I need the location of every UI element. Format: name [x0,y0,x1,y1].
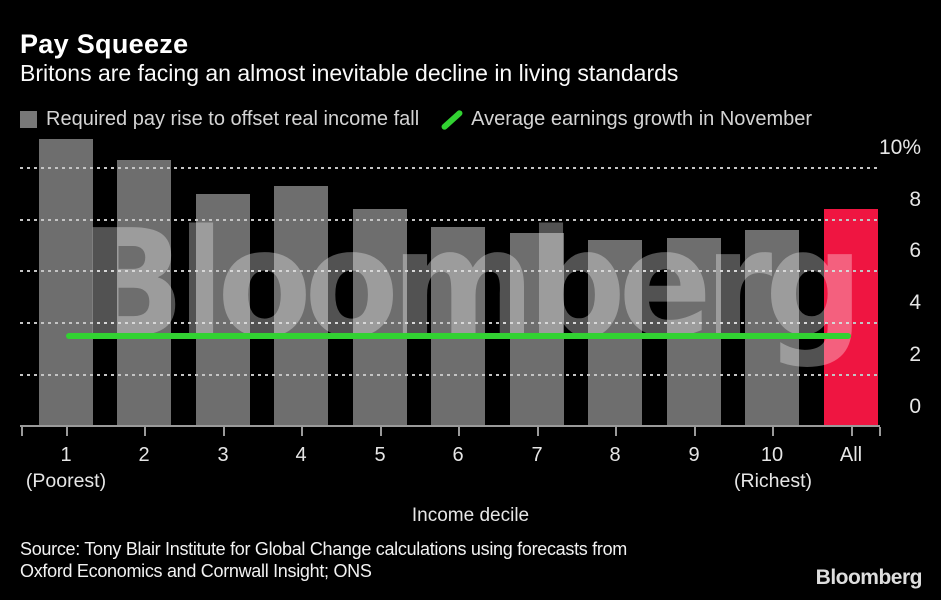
x-tick-10 [772,427,774,436]
bar-2 [117,160,171,427]
x-axis-sublabel-richest: (Richest) [733,470,813,492]
source-line-2: Oxford Economics and Cornwall Insight; O… [20,561,372,581]
x-tick-5 [380,427,382,436]
legend-item-earnings-growth: Average earnings growth in November [437,108,812,131]
x-tick-6 [458,427,460,436]
bar-All [824,209,878,427]
x-axis-label-6: 6 [452,444,464,466]
y-axis-label-4: 4 [909,291,921,314]
y-axis-label-0: 0 [909,395,921,418]
bar-6 [431,227,485,427]
x-tick-8 [615,427,617,436]
x-tick-1 [66,427,68,436]
x-axis-label-10: 10 [760,444,784,466]
legend-item-pay-rise: Required pay rise to offset real income … [20,108,419,131]
x-axis-sublabel-poorest: (Poorest) [25,470,107,492]
bar-10 [745,230,799,427]
chart-legend: Required pay rise to offset real income … [20,108,812,131]
chart-title: Pay Squeeze [20,29,189,59]
x-axis-label-All: All [839,444,863,466]
bar-3 [196,194,250,427]
x-tick-left-edge [21,427,23,436]
y-axis-label-2: 2 [909,343,921,366]
x-tick-7 [537,427,539,436]
x-axis-label-2: 2 [138,444,150,466]
gridline-2 [20,374,880,377]
bar-1 [39,139,93,427]
bar-4 [274,186,328,427]
x-axis-label-5: 5 [374,444,386,466]
x-tick-right-edge [879,427,881,436]
x-tick-3 [223,427,225,436]
gridline-10 [20,166,880,169]
legend-label-pay-rise: Required pay rise to offset real income … [46,108,420,130]
gray-square-icon [20,111,37,128]
gridline-8 [20,218,880,221]
chart-subtitle: Britons are facing an almost inevitable … [20,60,679,86]
x-tick-9 [694,427,696,436]
bloomberg-watermark: Bloomberg [80,198,863,370]
y-axis-label-8: 8 [909,188,921,211]
x-axis-label-4: 4 [295,444,307,466]
x-axis-label-9: 9 [688,444,700,466]
x-axis-label-8: 8 [609,444,621,466]
x-axis-label-7: 7 [531,444,543,466]
gridline-6 [20,270,880,273]
x-axis-label-3: 3 [217,444,229,466]
y-axis-label-10: 10% [878,136,921,159]
bar-5 [353,209,407,427]
x-axis-line [20,425,880,427]
bar-9 [667,238,721,427]
x-axis-label-1: 1 [60,444,72,466]
source-note: Source: Tony Blair Institute for Global … [20,538,627,582]
legend-label-earnings-growth: Average earnings growth in November [471,108,813,130]
y-axis-label-6: 6 [909,239,921,262]
x-tick-All [851,427,853,436]
x-tick-4 [301,427,303,436]
source-line-1: Source: Tony Blair Institute for Global … [20,539,627,559]
x-tick-2 [144,427,146,436]
bloomberg-logo: Bloomberg [815,566,923,589]
bar-7 [510,233,564,427]
earnings-growth-line [66,333,851,339]
x-axis-title: Income decile [411,505,530,526]
gridline-4 [20,322,880,325]
